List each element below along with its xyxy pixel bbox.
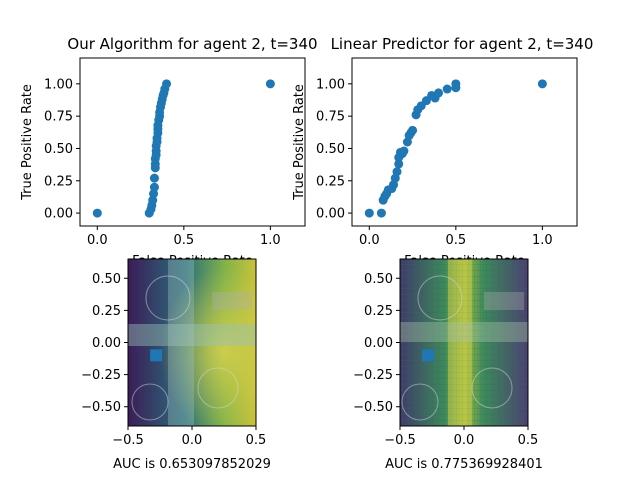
data-point	[537, 79, 547, 89]
x-tick-label: 0.5	[174, 233, 195, 248]
y-axis-label: True Positive Rate	[20, 84, 35, 201]
data-point	[376, 208, 386, 218]
x-tick-label: 0.5	[518, 433, 539, 448]
y-tick-label: −0.25	[353, 368, 393, 383]
data-point	[392, 167, 402, 177]
y-tick-label: 0.50	[92, 272, 121, 287]
roc-panel-linear-predictor: Linear Predictor for agent 2, t=340 0.0 0…	[292, 35, 593, 269]
y-tick-label: 0.50	[44, 142, 73, 157]
y-tick-label: 0.50	[364, 272, 393, 287]
data-point	[408, 125, 418, 135]
y-tick-label: 1.00	[44, 77, 73, 92]
x-tick-label: −0.5	[384, 433, 416, 448]
x-tick-label: 0.0	[87, 233, 108, 248]
x-tick-label: 0.5	[246, 433, 267, 448]
data-point	[265, 79, 275, 89]
y-tick-label: 0.25	[364, 304, 393, 319]
y-tick-label: 1.00	[316, 77, 345, 92]
y-axis-label: True Positive Rate	[292, 84, 307, 201]
data-point	[92, 208, 102, 218]
heatmap-panel-linear-predictor: −0.5 0.0 0.5 −0.50 −0.25 0.00 0.25 0.50 AUC is …	[353, 258, 543, 472]
data-point	[149, 173, 159, 183]
data-point	[399, 146, 409, 156]
chart-title: Linear Predictor for agent 2, t=340	[331, 35, 594, 53]
data-point	[364, 208, 374, 218]
y-tick-label: 0.75	[316, 110, 345, 125]
y-tick-label: −0.50	[353, 400, 393, 415]
auc-label: AUC is 0.653097852029	[113, 457, 271, 472]
x-tick-label: 1.0	[260, 233, 281, 248]
x-tick-label: −0.5	[112, 433, 144, 448]
data-point	[162, 79, 172, 89]
heatmap-image	[128, 259, 256, 426]
data-point	[149, 182, 159, 192]
x-tick-label: 0.0	[359, 233, 380, 248]
y-tick-label: 0.00	[316, 207, 345, 222]
roc-panel-our-algorithm: Our Algorithm for agent 2, t=340 0.0 0.5 1…	[20, 35, 318, 269]
heatmap-panel-our-algorithm: −0.5 0.0 0.5 −0.50 −0.25 0.00 0.25 0.50 AUC is …	[81, 258, 271, 472]
y-tick-label: 0.25	[44, 174, 73, 189]
y-tick-label: 0.25	[92, 304, 121, 319]
agent-marker	[422, 349, 435, 362]
y-tick-label: 0.50	[316, 142, 345, 157]
data-point	[451, 79, 461, 89]
auc-label: AUC is 0.775369928401	[385, 457, 543, 472]
x-tick-label: 0.0	[182, 433, 203, 448]
y-tick-label: 0.25	[316, 174, 345, 189]
data-point	[394, 159, 404, 169]
y-tick-label: −0.50	[81, 400, 121, 415]
y-tick-label: 0.00	[44, 207, 73, 222]
data-point	[434, 88, 444, 98]
y-tick-label: 0.00	[364, 336, 393, 351]
x-tick-label: 0.5	[446, 233, 467, 248]
y-tick-label: 0.00	[92, 336, 121, 351]
data-point	[442, 84, 452, 94]
y-tick-label: 0.75	[44, 110, 73, 125]
x-tick-label: 1.0	[532, 233, 553, 248]
y-tick-label: −0.25	[81, 368, 121, 383]
chart-title: Our Algorithm for agent 2, t=340	[67, 35, 317, 53]
agent-marker	[150, 349, 163, 362]
x-tick-label: 0.0	[454, 433, 475, 448]
heatmap-image	[400, 259, 528, 426]
